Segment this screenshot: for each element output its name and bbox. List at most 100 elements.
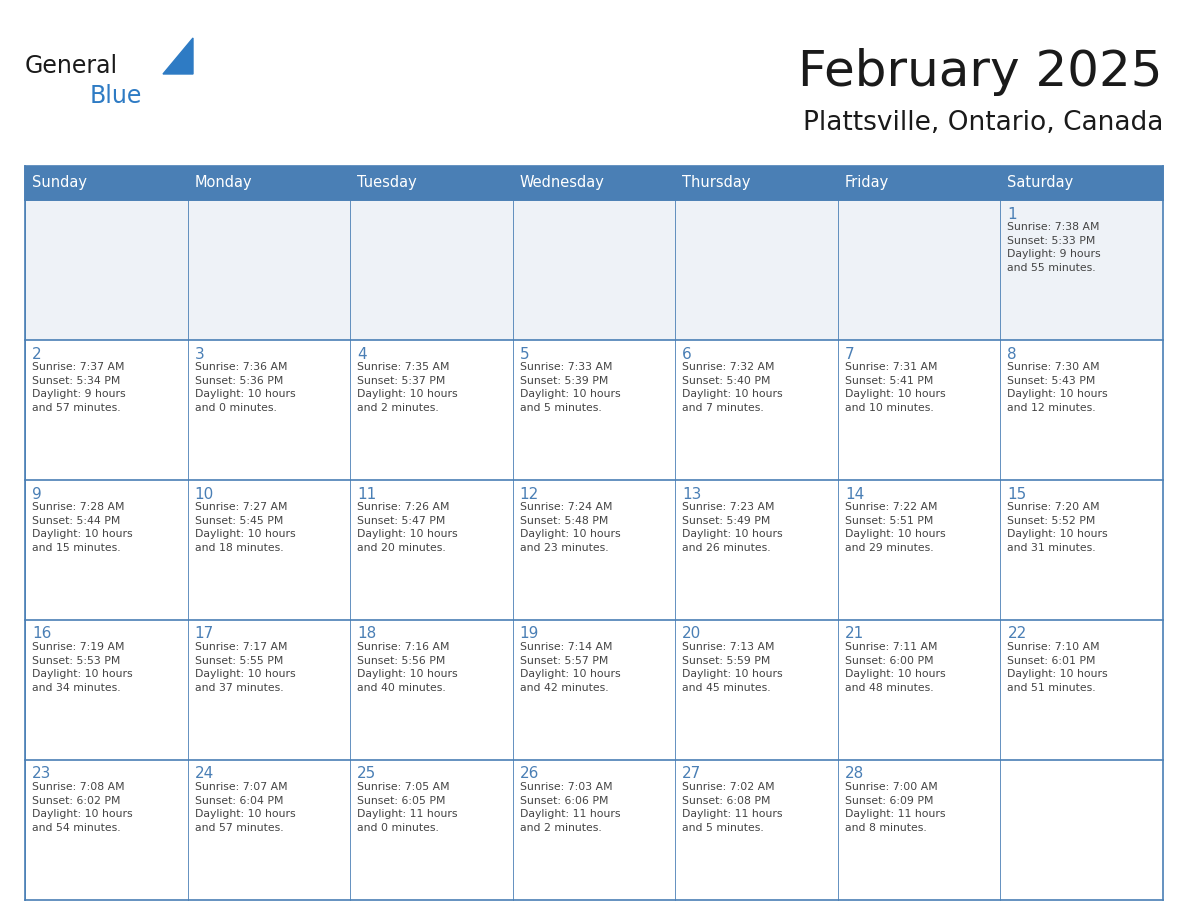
Text: Sunrise: 7:14 AM
Sunset: 5:57 PM
Daylight: 10 hours
and 42 minutes.: Sunrise: 7:14 AM Sunset: 5:57 PM Dayligh… [519, 642, 620, 693]
Bar [513, 480, 675, 620]
Text: 23: 23 [32, 767, 51, 781]
Bar [1000, 200, 1163, 340]
Bar [25, 200, 188, 340]
Bar [1000, 480, 1163, 620]
Text: Sunrise: 7:13 AM
Sunset: 5:59 PM
Daylight: 10 hours
and 45 minutes.: Sunrise: 7:13 AM Sunset: 5:59 PM Dayligh… [682, 642, 783, 693]
Text: Sunrise: 7:32 AM
Sunset: 5:40 PM
Daylight: 10 hours
and 7 minutes.: Sunrise: 7:32 AM Sunset: 5:40 PM Dayligh… [682, 362, 783, 413]
Text: Sunrise: 7:20 AM
Sunset: 5:52 PM
Daylight: 10 hours
and 31 minutes.: Sunrise: 7:20 AM Sunset: 5:52 PM Dayligh… [1007, 502, 1108, 553]
Bar [838, 620, 1000, 760]
Text: February 2025: February 2025 [798, 48, 1163, 96]
Bar [25, 620, 188, 760]
Text: Sunrise: 7:37 AM
Sunset: 5:34 PM
Daylight: 9 hours
and 57 minutes.: Sunrise: 7:37 AM Sunset: 5:34 PM Dayligh… [32, 362, 126, 413]
Text: 1: 1 [1007, 207, 1017, 221]
Bar [513, 760, 675, 900]
Text: 17: 17 [195, 626, 214, 642]
Text: 22: 22 [1007, 626, 1026, 642]
Bar [513, 166, 675, 200]
Bar [188, 200, 350, 340]
Text: 12: 12 [519, 487, 539, 501]
Text: 5: 5 [519, 346, 530, 362]
Text: Sunrise: 7:17 AM
Sunset: 5:55 PM
Daylight: 10 hours
and 37 minutes.: Sunrise: 7:17 AM Sunset: 5:55 PM Dayligh… [195, 642, 295, 693]
Bar [675, 166, 838, 200]
Bar [1000, 620, 1163, 760]
Bar [675, 480, 838, 620]
Text: 27: 27 [682, 767, 702, 781]
Text: 14: 14 [845, 487, 864, 501]
Text: Sunrise: 7:26 AM
Sunset: 5:47 PM
Daylight: 10 hours
and 20 minutes.: Sunrise: 7:26 AM Sunset: 5:47 PM Dayligh… [358, 502, 457, 553]
Text: Plattsville, Ontario, Canada: Plattsville, Ontario, Canada [803, 110, 1163, 136]
Text: Sunrise: 7:03 AM
Sunset: 6:06 PM
Daylight: 11 hours
and 2 minutes.: Sunrise: 7:03 AM Sunset: 6:06 PM Dayligh… [519, 782, 620, 833]
Text: Saturday: Saturday [1007, 175, 1074, 191]
Text: Sunrise: 7:28 AM
Sunset: 5:44 PM
Daylight: 10 hours
and 15 minutes.: Sunrise: 7:28 AM Sunset: 5:44 PM Dayligh… [32, 502, 133, 553]
Text: 7: 7 [845, 346, 854, 362]
Text: Sunrise: 7:07 AM
Sunset: 6:04 PM
Daylight: 10 hours
and 57 minutes.: Sunrise: 7:07 AM Sunset: 6:04 PM Dayligh… [195, 782, 295, 833]
Bar [350, 620, 513, 760]
Bar [350, 200, 513, 340]
Text: 25: 25 [358, 767, 377, 781]
Text: 19: 19 [519, 626, 539, 642]
Bar [350, 340, 513, 480]
Bar [838, 340, 1000, 480]
Text: Sunrise: 7:35 AM
Sunset: 5:37 PM
Daylight: 10 hours
and 2 minutes.: Sunrise: 7:35 AM Sunset: 5:37 PM Dayligh… [358, 362, 457, 413]
Text: 9: 9 [32, 487, 42, 501]
Text: Sunrise: 7:38 AM
Sunset: 5:33 PM
Daylight: 9 hours
and 55 minutes.: Sunrise: 7:38 AM Sunset: 5:33 PM Dayligh… [1007, 222, 1101, 273]
Text: Friday: Friday [845, 175, 889, 191]
Text: Monday: Monday [195, 175, 252, 191]
Text: 28: 28 [845, 767, 864, 781]
Text: Sunrise: 7:02 AM
Sunset: 6:08 PM
Daylight: 11 hours
and 5 minutes.: Sunrise: 7:02 AM Sunset: 6:08 PM Dayligh… [682, 782, 783, 833]
Text: Wednesday: Wednesday [519, 175, 605, 191]
Bar [1000, 166, 1163, 200]
Text: Sunrise: 7:27 AM
Sunset: 5:45 PM
Daylight: 10 hours
and 18 minutes.: Sunrise: 7:27 AM Sunset: 5:45 PM Dayligh… [195, 502, 295, 553]
Bar [675, 200, 838, 340]
Text: Sunrise: 7:33 AM
Sunset: 5:39 PM
Daylight: 10 hours
and 5 minutes.: Sunrise: 7:33 AM Sunset: 5:39 PM Dayligh… [519, 362, 620, 413]
Text: Sunrise: 7:08 AM
Sunset: 6:02 PM
Daylight: 10 hours
and 54 minutes.: Sunrise: 7:08 AM Sunset: 6:02 PM Dayligh… [32, 782, 133, 833]
Text: Sunrise: 7:30 AM
Sunset: 5:43 PM
Daylight: 10 hours
and 12 minutes.: Sunrise: 7:30 AM Sunset: 5:43 PM Dayligh… [1007, 362, 1108, 413]
Text: 21: 21 [845, 626, 864, 642]
Text: General: General [25, 54, 118, 78]
Text: Sunrise: 7:23 AM
Sunset: 5:49 PM
Daylight: 10 hours
and 26 minutes.: Sunrise: 7:23 AM Sunset: 5:49 PM Dayligh… [682, 502, 783, 553]
Bar [188, 166, 350, 200]
Bar [188, 620, 350, 760]
Bar [513, 620, 675, 760]
Bar [350, 760, 513, 900]
Text: Sunrise: 7:19 AM
Sunset: 5:53 PM
Daylight: 10 hours
and 34 minutes.: Sunrise: 7:19 AM Sunset: 5:53 PM Dayligh… [32, 642, 133, 693]
Polygon shape [163, 38, 192, 74]
Text: Sunrise: 7:11 AM
Sunset: 6:00 PM
Daylight: 10 hours
and 48 minutes.: Sunrise: 7:11 AM Sunset: 6:00 PM Dayligh… [845, 642, 946, 693]
Bar [838, 200, 1000, 340]
Bar [188, 340, 350, 480]
Bar [675, 340, 838, 480]
Text: 6: 6 [682, 346, 693, 362]
Text: 18: 18 [358, 626, 377, 642]
Text: Thursday: Thursday [682, 175, 751, 191]
Bar [838, 166, 1000, 200]
Text: Sunrise: 7:36 AM
Sunset: 5:36 PM
Daylight: 10 hours
and 0 minutes.: Sunrise: 7:36 AM Sunset: 5:36 PM Dayligh… [195, 362, 295, 413]
Text: Sunrise: 7:10 AM
Sunset: 6:01 PM
Daylight: 10 hours
and 51 minutes.: Sunrise: 7:10 AM Sunset: 6:01 PM Dayligh… [1007, 642, 1108, 693]
Text: Sunrise: 7:31 AM
Sunset: 5:41 PM
Daylight: 10 hours
and 10 minutes.: Sunrise: 7:31 AM Sunset: 5:41 PM Dayligh… [845, 362, 946, 413]
Text: Sunrise: 7:24 AM
Sunset: 5:48 PM
Daylight: 10 hours
and 23 minutes.: Sunrise: 7:24 AM Sunset: 5:48 PM Dayligh… [519, 502, 620, 553]
Text: Blue: Blue [90, 84, 143, 108]
Bar [1000, 760, 1163, 900]
Text: Sunrise: 7:05 AM
Sunset: 6:05 PM
Daylight: 11 hours
and 0 minutes.: Sunrise: 7:05 AM Sunset: 6:05 PM Dayligh… [358, 782, 457, 833]
Text: 26: 26 [519, 767, 539, 781]
Text: Sunday: Sunday [32, 175, 87, 191]
Bar [188, 480, 350, 620]
Text: Sunrise: 7:22 AM
Sunset: 5:51 PM
Daylight: 10 hours
and 29 minutes.: Sunrise: 7:22 AM Sunset: 5:51 PM Dayligh… [845, 502, 946, 553]
Bar [1000, 340, 1163, 480]
Bar [25, 760, 188, 900]
Bar [513, 200, 675, 340]
Bar [188, 760, 350, 900]
Bar [25, 480, 188, 620]
Bar [675, 760, 838, 900]
Text: 24: 24 [195, 767, 214, 781]
Text: 15: 15 [1007, 487, 1026, 501]
Bar [25, 166, 1163, 200]
Text: 16: 16 [32, 626, 51, 642]
Text: 4: 4 [358, 346, 367, 362]
Bar [513, 340, 675, 480]
Bar [838, 760, 1000, 900]
Bar [25, 340, 188, 480]
Text: 2: 2 [32, 346, 42, 362]
Text: 8: 8 [1007, 346, 1017, 362]
Bar [350, 166, 513, 200]
Text: 13: 13 [682, 487, 702, 501]
